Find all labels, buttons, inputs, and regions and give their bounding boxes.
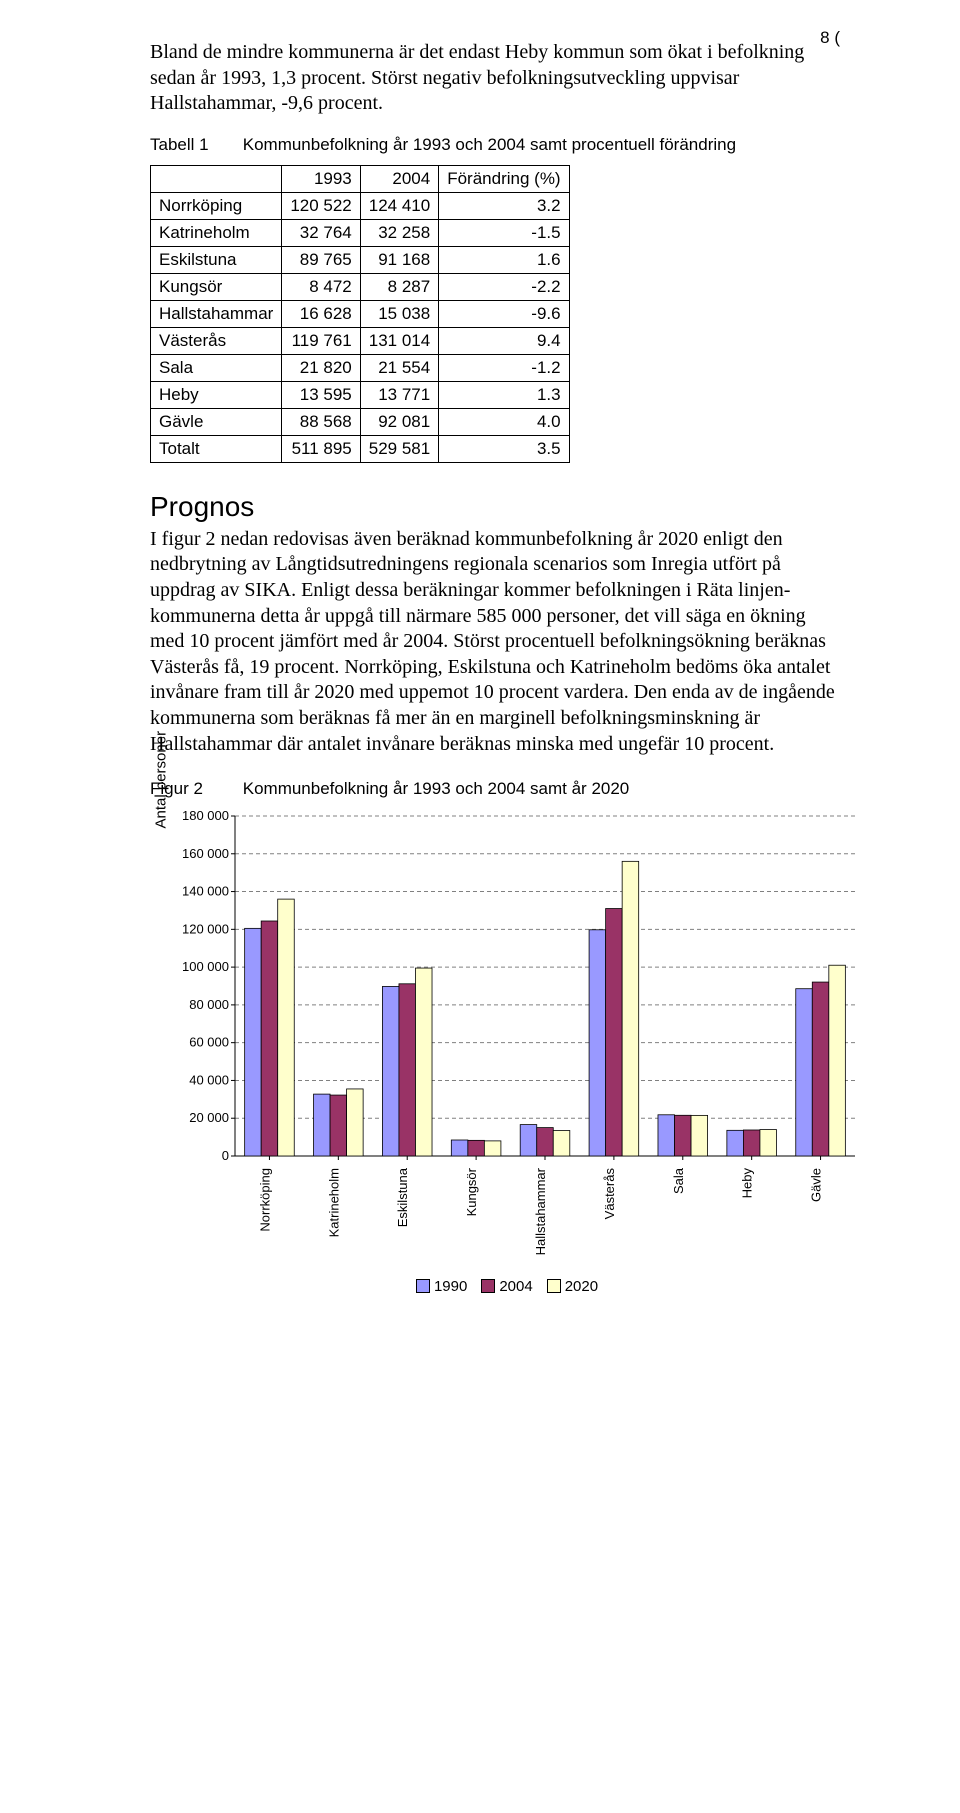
chart-container: Antal personer 0 20 000 40 000 60 000 80 000…: [150, 809, 850, 1295]
svg-text:Heby: Heby: [740, 1168, 755, 1199]
svg-text:Gävle: Gävle: [809, 1168, 824, 1202]
legend-swatch: [547, 1279, 561, 1293]
table-cell: 511 895: [282, 435, 360, 462]
legend-label: 2020: [565, 1278, 598, 1295]
prognos-paragraph: I figur 2 nedan redovisas även beräknad …: [150, 527, 840, 757]
table-cell: 21 554: [360, 354, 438, 381]
svg-text:0: 0: [222, 1148, 229, 1163]
table-row: Västerås119 761131 0149.4: [151, 327, 570, 354]
svg-text:Kungsör: Kungsör: [464, 1167, 479, 1216]
table-cell: Heby: [151, 381, 282, 408]
intro-paragraph: Bland de mindre kommunerna är det endast…: [150, 40, 840, 117]
svg-text:40 000: 40 000: [189, 1073, 229, 1088]
table-cell: 131 014: [360, 327, 438, 354]
table-cell: 15 038: [360, 300, 438, 327]
svg-text:180 000: 180 000: [182, 810, 229, 823]
table-header: 1993: [282, 165, 360, 192]
legend-label: 2004: [499, 1278, 532, 1295]
table-cell: Norrköping: [151, 192, 282, 219]
table-cell: 119 761: [282, 327, 360, 354]
table-cell: 1.6: [439, 246, 569, 273]
table-cell: 88 568: [282, 408, 360, 435]
table-cell: Totalt: [151, 435, 282, 462]
table-cell: -9.6: [439, 300, 569, 327]
page-number: 8 (: [820, 28, 840, 48]
table-cell: Kungsör: [151, 273, 282, 300]
legend-label: 1990: [434, 1278, 467, 1295]
table-cell: Gävle: [151, 408, 282, 435]
figure-caption-text: Kommunbefolkning år 1993 och 2004 samt å…: [243, 779, 630, 798]
table-cell: 21 820: [282, 354, 360, 381]
table-cell: 8 287: [360, 273, 438, 300]
table-cell: 9.4: [439, 327, 569, 354]
table-row: Totalt511 895529 5813.5: [151, 435, 570, 462]
table-cell: -2.2: [439, 273, 569, 300]
figure-caption: Figur 2 Kommunbefolkning år 1993 och 200…: [150, 779, 840, 799]
table-cell: 3.2: [439, 192, 569, 219]
chart-y-axis-label: Antal personer: [150, 809, 172, 828]
table-cell: 92 081: [360, 408, 438, 435]
svg-text:Eskilstuna: Eskilstuna: [395, 1167, 410, 1227]
table-header: Förändring (%): [439, 165, 569, 192]
table-row: Norrköping120 522124 4103.2: [151, 192, 570, 219]
svg-text:120 000: 120 000: [182, 921, 229, 936]
table-cell: 91 168: [360, 246, 438, 273]
table-cell: 3.5: [439, 435, 569, 462]
svg-text:20 000: 20 000: [189, 1110, 229, 1125]
population-bar-chart: 0 20 000 40 000 60 000 80 000 100 000 120 000 1…: [173, 810, 865, 1266]
table-cell: Västerås: [151, 327, 282, 354]
table-cell: 13 595: [282, 381, 360, 408]
prognos-heading: Prognos: [150, 491, 840, 523]
table-cell: 13 771: [360, 381, 438, 408]
svg-text:Katrineholm: Katrineholm: [326, 1168, 341, 1237]
table-row: Katrineholm32 76432 258-1.5: [151, 219, 570, 246]
svg-text:Norrköping: Norrköping: [257, 1168, 272, 1232]
table-cell: 4.0: [439, 408, 569, 435]
table-cell: 32 258: [360, 219, 438, 246]
table-cell: 8 472: [282, 273, 360, 300]
table-cell: 120 522: [282, 192, 360, 219]
table-cell: Hallstahammar: [151, 300, 282, 327]
svg-text:160 000: 160 000: [182, 846, 229, 861]
population-table: 19932004Förändring (%) Norrköping120 522…: [150, 165, 570, 463]
svg-text:Västerås: Västerås: [602, 1168, 617, 1220]
table-label: Tabell 1: [150, 135, 238, 155]
table-cell: 16 628: [282, 300, 360, 327]
table-row: Kungsör8 4728 287-2.2: [151, 273, 570, 300]
table-cell: 32 764: [282, 219, 360, 246]
table-header: [151, 165, 282, 192]
svg-text:80 000: 80 000: [189, 997, 229, 1012]
table-row: Gävle88 56892 0814.0: [151, 408, 570, 435]
table-cell: 529 581: [360, 435, 438, 462]
svg-text:140 000: 140 000: [182, 884, 229, 899]
svg-text:Hallstahammar: Hallstahammar: [533, 1167, 548, 1255]
table-row: Hallstahammar16 62815 038-9.6: [151, 300, 570, 327]
svg-text:100 000: 100 000: [182, 959, 229, 974]
table-cell: -1.5: [439, 219, 569, 246]
table-row: Eskilstuna89 76591 1681.6: [151, 246, 570, 273]
svg-text:Sala: Sala: [671, 1167, 686, 1194]
legend-swatch: [481, 1279, 495, 1293]
table-row: Heby13 59513 7711.3: [151, 381, 570, 408]
table-cell: Katrineholm: [151, 219, 282, 246]
table-cell: 124 410: [360, 192, 438, 219]
table-row: Sala21 82021 554-1.2: [151, 354, 570, 381]
table-cell: 89 765: [282, 246, 360, 273]
chart-legend: 1990 2004 2020: [150, 1278, 850, 1295]
table-cell: -1.2: [439, 354, 569, 381]
table-cell: Eskilstuna: [151, 246, 282, 273]
table-cell: 1.3: [439, 381, 569, 408]
legend-swatch: [416, 1279, 430, 1293]
svg-text:60 000: 60 000: [189, 1035, 229, 1050]
table-caption-text: Kommunbefolkning år 1993 och 2004 samt p…: [243, 135, 736, 154]
table-cell: Sala: [151, 354, 282, 381]
table-caption: Tabell 1 Kommunbefolkning år 1993 och 20…: [150, 135, 840, 155]
table-header: 2004: [360, 165, 438, 192]
